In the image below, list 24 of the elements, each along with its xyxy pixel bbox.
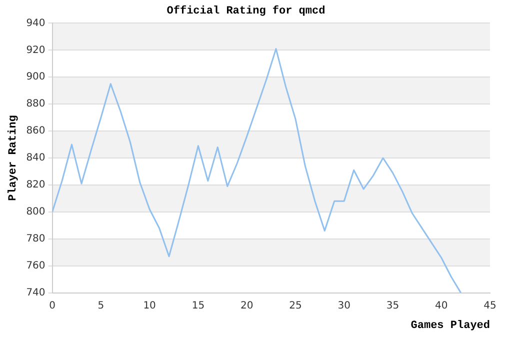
x-tick-label: 10 [143,300,156,312]
y-tick-label: 840 [26,152,46,164]
x-tick-label: 5 [98,300,104,312]
chart-title: Official Rating for qmcd [166,4,326,18]
y-tick-label: 740 [26,287,46,298]
y-tick-label: 800 [26,206,46,218]
y-tick-label: 920 [26,44,46,56]
x-axis-title: Games Played [410,320,490,332]
x-tick-label: 30 [338,300,350,312]
y-axis-title: Player Rating [7,115,20,201]
x-tick-label: 15 [192,300,205,312]
x-tick-label: 25 [289,300,302,312]
y-tick-label: 880 [26,98,46,110]
y-tick-label: 940 [26,18,46,29]
x-tick-label: 45 [484,300,496,312]
x-tick-label: 20 [240,300,254,312]
x-tick-label: 0 [49,300,56,312]
y-tick-label: 860 [26,126,46,137]
x-tick-label: 35 [386,300,400,312]
y-tick-label: 820 [26,180,46,191]
y-tick-label: 760 [26,260,46,272]
y-tick-label: 900 [26,72,46,83]
y-tick-label: 780 [26,233,46,244]
x-tick-label: 40 [435,300,448,312]
